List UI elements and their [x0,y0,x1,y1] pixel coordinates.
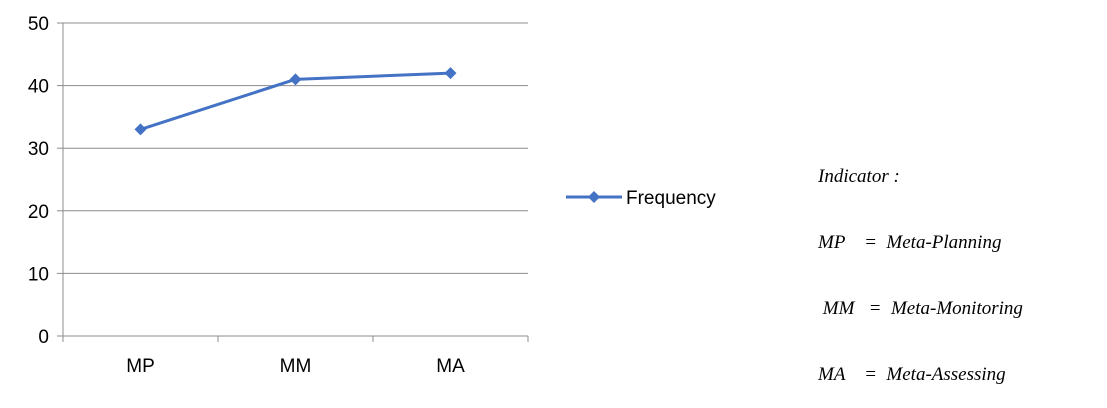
series-frequency [134,67,457,136]
y-axis-tick-labels: 0 10 20 30 40 50 [28,14,49,348]
legend: Frequency [566,188,716,209]
x-axis-tick-labels: MP MM MA [126,356,465,377]
legend-marker-frequency [588,191,600,203]
legend-label-frequency: Frequency [626,188,716,209]
x-tick-label-ma: MA [436,356,465,377]
data-point-mm [289,73,302,86]
y-tick-label-0: 0 [38,327,49,348]
y-tick-label-10: 10 [28,264,49,285]
data-point-ma [444,67,457,80]
y-tick-label-50: 50 [28,14,49,35]
indicator-note: Indicator : MP = Meta-Planning MM = Meta… [818,122,1023,408]
gridlines [63,22,528,274]
indicator-line-mm: MM = Meta-Monitoring [818,298,1023,319]
x-tick-label-mm: MM [280,356,312,377]
indicator-line-ma: MA = Meta-Assessing [818,364,1006,385]
y-tick-label-20: 20 [28,202,49,223]
data-point-mp [134,123,147,136]
indicator-line-mp: MP = Meta-Planning [818,232,1002,253]
y-tick-label-40: 40 [28,77,49,98]
line-chart: 0 10 20 30 40 50 MP MM MA Frequency [28,14,716,377]
axes [57,22,529,342]
x-tick-label-mp: MP [126,356,155,377]
y-tick-label-30: 30 [28,139,49,160]
indicator-heading: Indicator : [818,166,900,187]
